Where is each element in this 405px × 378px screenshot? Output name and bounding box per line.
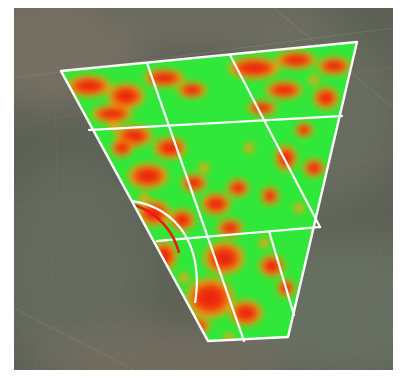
low-yield-patch (65, 74, 113, 98)
low-yield-patch (258, 254, 286, 278)
low-yield-patch (312, 86, 340, 110)
yield-heatmap-layer (65, 50, 352, 341)
low-yield-patch (136, 199, 172, 227)
low-yield-patch (152, 136, 188, 160)
mid-yield-patch (199, 163, 209, 173)
low-yield-patch (260, 186, 280, 206)
low-yield-patch (202, 240, 246, 276)
low-yield-patch (126, 162, 170, 190)
low-yield-patch (176, 81, 208, 99)
mid-yield-patch (179, 273, 189, 283)
low-yield-patch (294, 122, 314, 138)
map-viewport[interactable] (14, 8, 393, 370)
pivot-arc (131, 199, 198, 304)
zone-line-col-2 (228, 53, 322, 229)
low-yield-patch (246, 100, 278, 116)
mid-yield-patch (244, 143, 254, 153)
low-yield-patch (302, 158, 326, 178)
zone-line-col-2b (267, 229, 296, 317)
low-yield-patch (264, 80, 304, 100)
mid-yield-patch (294, 203, 304, 213)
pivot-arc-inner (133, 203, 181, 254)
field-boundary[interactable] (59, 40, 359, 343)
zone-line-row-1 (87, 114, 344, 132)
low-yield-patch (226, 56, 282, 80)
low-yield-patch (216, 218, 244, 238)
field-map[interactable] (14, 8, 393, 370)
low-yield-patch (110, 138, 134, 158)
low-yield-patch (200, 192, 232, 216)
low-yield-patch (106, 82, 146, 110)
mid-yield-patch (309, 75, 319, 85)
zone-line-row-2 (155, 225, 322, 243)
low-yield-patch (226, 178, 250, 198)
zone-grid (87, 53, 344, 343)
zone-line-col-1 (145, 61, 246, 343)
low-yield-patch (90, 104, 134, 124)
low-yield-patch (274, 50, 318, 70)
low-yield-patch (316, 56, 352, 76)
mid-yield-patch (139, 193, 149, 203)
low-yield-patch (168, 208, 196, 232)
mid-yield-patch (259, 238, 269, 248)
low-yield-patch (180, 173, 208, 193)
